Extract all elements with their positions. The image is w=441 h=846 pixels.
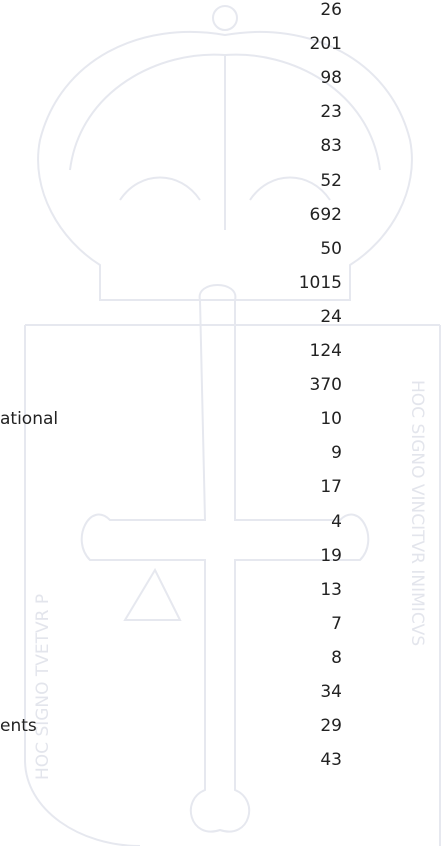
row-value: 370 [310, 375, 342, 395]
row-value: 124 [310, 341, 342, 361]
row-value: 19 [320, 546, 342, 566]
row-value: 50 [320, 239, 342, 259]
table: 262019823835269250101524124370ational109… [0, 0, 441, 846]
row-label: ational [0, 409, 58, 429]
row-value: 52 [320, 171, 342, 191]
row-value: 98 [320, 68, 342, 88]
row-value: 24 [320, 307, 342, 327]
page: HOC SIGNO TVETVR P HOC SIGNO VINCITVR IN… [0, 0, 441, 846]
row-value: 201 [310, 34, 342, 54]
row-value: 692 [310, 205, 342, 225]
row-value: 29 [320, 716, 342, 736]
row-value: 26 [320, 0, 342, 20]
row-value: 17 [320, 477, 342, 497]
row-value: 83 [320, 136, 342, 156]
row-value: 7 [331, 614, 342, 634]
row-value: 34 [320, 682, 342, 702]
row-value: 9 [331, 443, 342, 463]
row-value: 43 [320, 750, 342, 770]
row-value: 23 [320, 102, 342, 122]
row-value: 8 [331, 648, 342, 668]
row-value: 4 [331, 512, 342, 532]
row-value: 13 [320, 580, 342, 600]
row-value: 1015 [299, 273, 342, 293]
row-label: ents [0, 716, 37, 736]
row-value: 10 [320, 409, 342, 429]
